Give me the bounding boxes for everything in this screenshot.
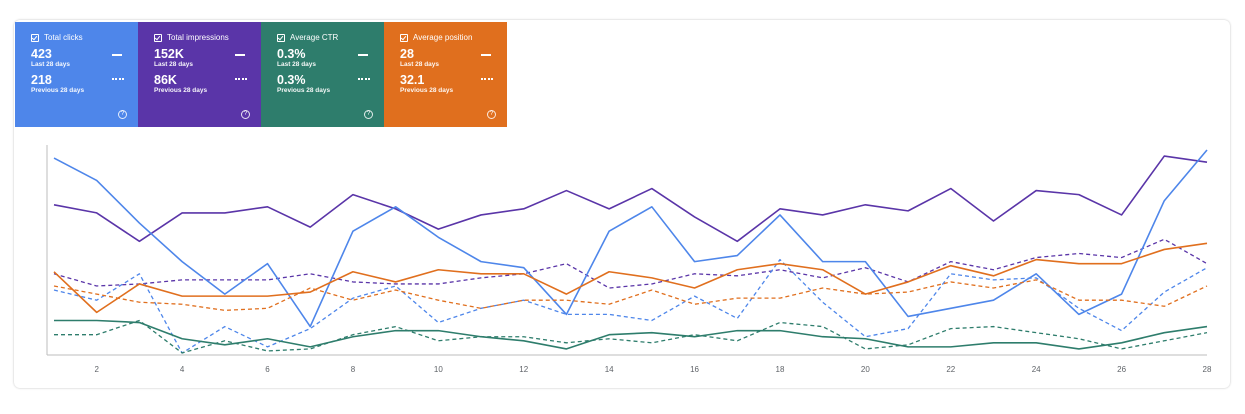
metric-label: Average position (413, 33, 473, 42)
checkbox-checked-icon[interactable] (31, 34, 39, 42)
x-tick-label: 26 (1117, 365, 1126, 374)
x-tick-label: 14 (605, 365, 614, 374)
metric-current-value: 28 (400, 47, 507, 61)
series-line-5 (53, 279, 1208, 311)
solid-line-legend-icon (112, 54, 122, 56)
x-tick-label: 16 (690, 365, 699, 374)
metric-header: Total impressions (154, 33, 261, 43)
x-tick-label: 20 (861, 365, 870, 374)
metric-label: Total impressions (167, 33, 229, 42)
dashed-line-legend-icon (235, 78, 247, 80)
series-line-4 (53, 242, 1208, 314)
metric-previous-period: Previous 28 days (277, 87, 331, 94)
help-icon[interactable]: ? (241, 110, 250, 119)
metric-previous-period: Previous 28 days (31, 87, 85, 94)
series-line-7 (54, 319, 1208, 354)
x-tick-label: 12 (519, 365, 528, 374)
metric-header: Average CTR (277, 33, 384, 43)
metric-total-impressions[interactable]: Total impressions 152K Last 28 days 86K … (138, 22, 261, 127)
metric-average-position[interactable]: Average position 28 Last 28 days 32.1 Pr… (384, 22, 507, 127)
metric-tabs: Total clicks 423 Last 28 days 218 Previo… (15, 22, 507, 127)
series-line-0 (53, 155, 1208, 243)
metric-label: Total clicks (44, 33, 83, 42)
solid-line-legend-icon (235, 54, 245, 56)
metric-label: Average CTR (290, 33, 339, 42)
metric-current-period: Last 28 days (400, 61, 440, 68)
series-line-6 (54, 319, 1208, 350)
metric-current-value: 152K (154, 47, 261, 61)
x-tick-label: 6 (265, 365, 270, 374)
x-tick-labels: 2 4 6 8 10 12 14 16 18 20 22 24 26 28 (94, 365, 1212, 374)
x-tick-label: 22 (946, 365, 955, 374)
x-tick-label: 18 (776, 365, 785, 374)
x-tick-label: 4 (180, 365, 185, 374)
series-line-3 (53, 258, 1208, 354)
checkbox-checked-icon[interactable] (277, 34, 285, 42)
x-tick-label: 10 (434, 365, 443, 374)
metric-previous-period: Previous 28 days (400, 87, 454, 94)
checkbox-checked-icon[interactable] (154, 34, 162, 42)
metric-average-ctr[interactable]: Average CTR 0.3% Last 28 days 0.3% Previ… (261, 22, 384, 127)
metric-current-period: Last 28 days (154, 61, 194, 68)
x-tick-label: 24 (1032, 365, 1041, 374)
metric-header: Average position (400, 33, 507, 43)
metric-header: Total clicks (31, 33, 138, 43)
metric-previous-period: Previous 28 days (154, 87, 208, 94)
help-icon[interactable]: ? (487, 110, 496, 119)
metric-previous-value: 0.3% (277, 73, 384, 87)
dashed-line-legend-icon (481, 78, 493, 80)
help-icon[interactable]: ? (364, 110, 373, 119)
series-line-1 (53, 238, 1208, 289)
series-layer (53, 149, 1208, 354)
help-icon[interactable]: ? (118, 110, 127, 119)
metric-previous-value: 86K (154, 73, 261, 87)
series-line-2 (53, 149, 1208, 328)
solid-line-legend-icon (358, 54, 368, 56)
metric-total-clicks[interactable]: Total clicks 423 Last 28 days 218 Previo… (15, 22, 138, 127)
x-tick-label: 28 (1203, 365, 1212, 374)
x-tick-label: 2 (94, 365, 99, 374)
x-tick-label: 8 (351, 365, 356, 374)
metric-current-period: Last 28 days (277, 61, 317, 68)
checkbox-checked-icon[interactable] (400, 34, 408, 42)
dashed-line-legend-icon (112, 78, 124, 80)
solid-line-legend-icon (481, 54, 491, 56)
metric-previous-value: 32.1 (400, 73, 507, 87)
metric-current-value: 423 (31, 47, 138, 61)
metric-current-period: Last 28 days (31, 61, 71, 68)
metric-previous-value: 218 (31, 73, 138, 87)
metric-current-value: 0.3% (277, 47, 384, 61)
dashed-line-legend-icon (358, 78, 370, 80)
